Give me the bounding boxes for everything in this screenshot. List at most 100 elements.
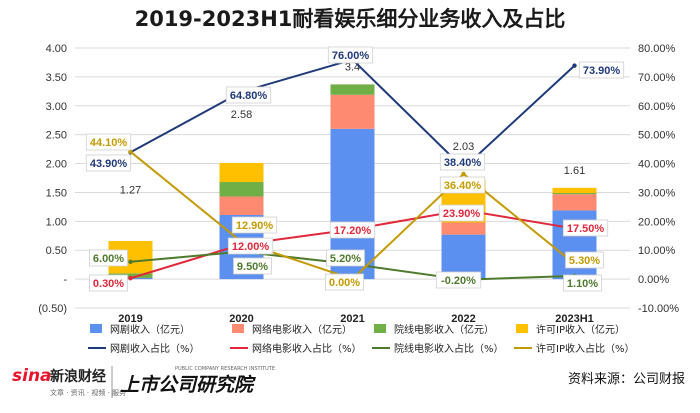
source-note: 资料来源：公司财报 bbox=[568, 372, 685, 387]
data-label-box bbox=[325, 273, 364, 291]
data-label-box bbox=[89, 274, 128, 292]
right-tick-label: -10.00% bbox=[638, 303, 679, 315]
data-label: 43.90% bbox=[90, 158, 128, 170]
left-tick-label: 0.50 bbox=[46, 245, 67, 257]
bar-segment bbox=[552, 187, 597, 194]
legend: 网剧收入（亿元） 网络电影收入（亿元） 院线电影收入（亿元） 许可IP收入（亿元） 网剧… bbox=[88, 323, 634, 355]
data-label-box bbox=[327, 46, 374, 64]
data-label-box bbox=[562, 219, 609, 237]
left-tick-label: (0.50) bbox=[38, 303, 67, 315]
sina-finance-logo: sina 新浪财经 文章 · 资讯 · 视频 · 服务 bbox=[12, 366, 126, 397]
right-tick-label: 0.00% bbox=[638, 274, 669, 286]
data-label-box bbox=[89, 249, 128, 267]
data-label-box bbox=[326, 249, 365, 267]
legend-swatch bbox=[90, 324, 102, 333]
right-tick-label: 10.00% bbox=[638, 245, 676, 257]
legend-label: 网络电影收入占比（%） bbox=[252, 342, 362, 355]
data-label: 64.80% bbox=[230, 90, 268, 102]
right-axis: -10.00% 0.00% 10.00% 20.00% 30.00% 40.00% 50.0… bbox=[638, 43, 679, 315]
sina-logo-mark: sina bbox=[12, 366, 52, 386]
data-label-box bbox=[563, 274, 602, 292]
data-label-box bbox=[233, 257, 272, 275]
legend-label: 许可IP收入（亿元） bbox=[536, 323, 625, 336]
bar-segment bbox=[219, 196, 264, 215]
left-tick-label: 4.00 bbox=[46, 43, 67, 55]
legend-swatch bbox=[232, 324, 244, 333]
data-label-box bbox=[227, 237, 274, 255]
category-label: 2021 bbox=[340, 313, 364, 325]
data-label-box bbox=[439, 176, 486, 194]
sina-logo-name: 新浪财经 bbox=[50, 368, 106, 385]
legend-label: 院线电影收入占比（%） bbox=[394, 342, 504, 355]
bar-total-label: 2.03 bbox=[453, 141, 474, 153]
bar-segment bbox=[330, 84, 375, 95]
legend-label: 网剧收入占比（%） bbox=[110, 342, 200, 355]
legend-label: 网剧收入（亿元） bbox=[110, 323, 190, 336]
right-tick-label: 30.00% bbox=[638, 187, 676, 199]
data-label: 0.00% bbox=[329, 277, 360, 289]
data-label-box bbox=[435, 271, 482, 289]
category-label: 2020 bbox=[229, 313, 253, 325]
data-label: 76.00% bbox=[332, 50, 370, 62]
bar-segment bbox=[108, 273, 153, 278]
right-tick-label: 70.00% bbox=[638, 72, 676, 84]
footer: sina 新浪财经 文章 · 资讯 · 视频 · 服务 PUBLIC COMPA… bbox=[12, 366, 685, 398]
line-point bbox=[128, 149, 133, 154]
data-label-box bbox=[565, 251, 604, 269]
data-label-box bbox=[329, 221, 376, 239]
bar-total-label: 1.61 bbox=[564, 165, 585, 177]
data-label: 9.50% bbox=[237, 261, 268, 273]
data-label-box bbox=[85, 133, 132, 151]
data-label: 1.10% bbox=[567, 278, 598, 290]
line-point bbox=[461, 171, 466, 177]
data-label-box bbox=[438, 204, 485, 222]
line-point bbox=[572, 63, 577, 68]
data-label: 5.30% bbox=[569, 255, 600, 267]
bar-segment bbox=[219, 162, 264, 183]
left-tick-label: 3.00 bbox=[46, 101, 67, 113]
line-point bbox=[128, 276, 133, 281]
left-tick-label: - bbox=[63, 274, 67, 286]
data-label: 17.50% bbox=[567, 223, 605, 235]
legend-label: 网络电影收入（亿元） bbox=[252, 323, 352, 336]
research-logo-name: 上市公司研究院 bbox=[120, 374, 256, 396]
data-label: 44.10% bbox=[90, 137, 128, 149]
data-label: 36.40% bbox=[444, 180, 482, 192]
bar-total-label: 1.27 bbox=[120, 185, 141, 197]
research-institute-logo: PUBLIC COMPANY RESEARCH INSTITUTE 上市公司研究… bbox=[120, 366, 275, 396]
right-tick-label: 50.00% bbox=[638, 130, 676, 142]
data-label-box bbox=[231, 216, 278, 234]
data-label: 38.40% bbox=[444, 157, 482, 169]
sina-logo-subtitle: 文章 · 资讯 · 视频 · 服务 bbox=[50, 388, 126, 397]
legend-swatch bbox=[374, 324, 386, 333]
right-tick-label: 60.00% bbox=[638, 101, 676, 113]
bar-segment bbox=[330, 94, 375, 129]
right-tick-label: 40.00% bbox=[638, 159, 676, 171]
legend-swatch bbox=[516, 324, 528, 333]
category-label: 2022 bbox=[451, 313, 475, 325]
data-label: 0.30% bbox=[93, 278, 124, 290]
right-tick-label: 20.00% bbox=[638, 216, 676, 228]
bar-segment bbox=[552, 193, 597, 195]
bar-segment bbox=[219, 182, 264, 197]
research-logo-subtitle: PUBLIC COMPANY RESEARCH INSTITUTE bbox=[175, 366, 275, 372]
left-tick-label: 3.50 bbox=[46, 72, 67, 84]
left-tick-label: 2.00 bbox=[46, 159, 67, 171]
data-label: 12.00% bbox=[232, 241, 270, 253]
category-label: 2023H1 bbox=[555, 313, 594, 325]
line-data-labels: 43.90% 64.80% 76.00% 38.40% 73.90% 0.30% 12.00… bbox=[85, 46, 625, 292]
data-label-box bbox=[225, 86, 272, 104]
data-label: 6.00% bbox=[93, 253, 124, 265]
category-label: 2019 bbox=[118, 313, 142, 325]
data-label: -0.20% bbox=[441, 275, 476, 287]
right-tick-label: 80.00% bbox=[638, 43, 676, 55]
left-axis: (0.50) - 0.50 1.00 1.50 2.00 2.50 3.00 3.50 4.00 bbox=[38, 43, 67, 315]
left-tick-label: 1.00 bbox=[46, 216, 67, 228]
data-label-box bbox=[439, 153, 486, 171]
chart-title: 2019-2023H1耐看娱乐细分业务收入及占比 bbox=[135, 7, 566, 31]
legend-label: 院线电影收入（亿元） bbox=[394, 323, 494, 336]
left-tick-label: 1.50 bbox=[46, 187, 67, 199]
data-label: 17.20% bbox=[334, 225, 372, 237]
line-point bbox=[128, 259, 133, 264]
